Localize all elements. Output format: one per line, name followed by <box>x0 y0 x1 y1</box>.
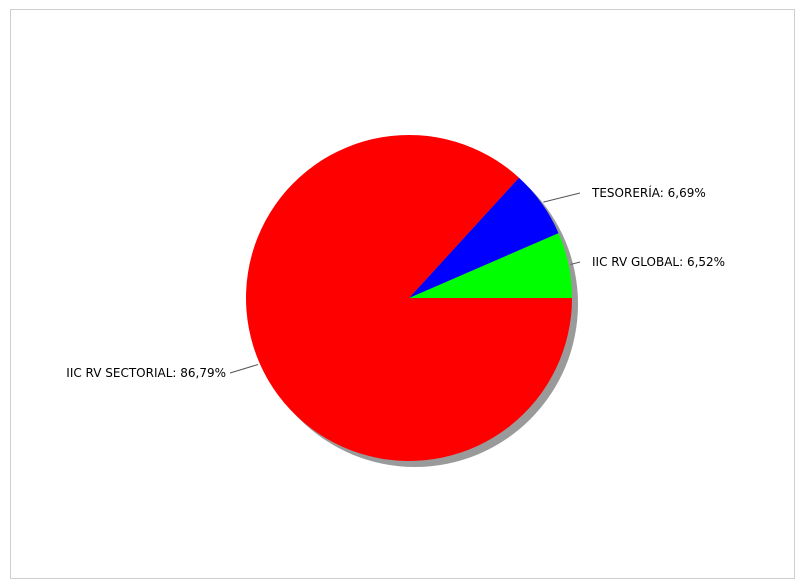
slice-label: TESORERÍA: 6,69% <box>591 185 706 200</box>
slice-label: IIC RV GLOBAL: 6,52% <box>592 255 725 269</box>
pie-slice <box>409 177 559 298</box>
slice-labels: IIC RV GLOBAL: 6,52% TESORERÍA: 6,69% IIC … <box>66 185 725 380</box>
leader-line <box>543 192 581 203</box>
leader-lines <box>229 192 581 374</box>
leader-line <box>570 261 581 265</box>
pie-slices <box>245 134 572 461</box>
slice-label: IIC RV SECTORIAL: 86,79% <box>66 366 226 380</box>
pie-slice <box>409 233 572 298</box>
leader-line <box>229 364 259 374</box>
pie-slice <box>245 134 572 461</box>
